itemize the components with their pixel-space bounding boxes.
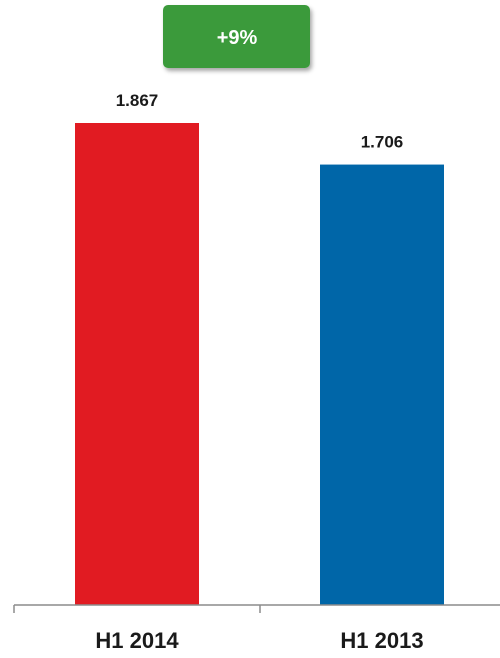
growth-badge-box bbox=[163, 5, 310, 68]
growth-badge: +9% bbox=[163, 5, 310, 68]
x-tick-labels: H1 2014 H1 2013 bbox=[95, 628, 423, 653]
bar-h1-2014 bbox=[75, 123, 199, 605]
bars-layer bbox=[75, 123, 444, 606]
bar-h1-2013 bbox=[320, 164, 444, 606]
x-tick-label: H1 2014 bbox=[95, 628, 179, 653]
x-axis: H1 2014 H1 2013 bbox=[13, 604, 500, 653]
x-tick-label: H1 2013 bbox=[340, 628, 423, 653]
growth-badge-label: +9% bbox=[217, 27, 258, 49]
data-label: 1.706 bbox=[361, 133, 404, 152]
data-label: 1.867 bbox=[116, 91, 159, 110]
value-labels-layer: 1.867 1.706 bbox=[116, 91, 404, 152]
